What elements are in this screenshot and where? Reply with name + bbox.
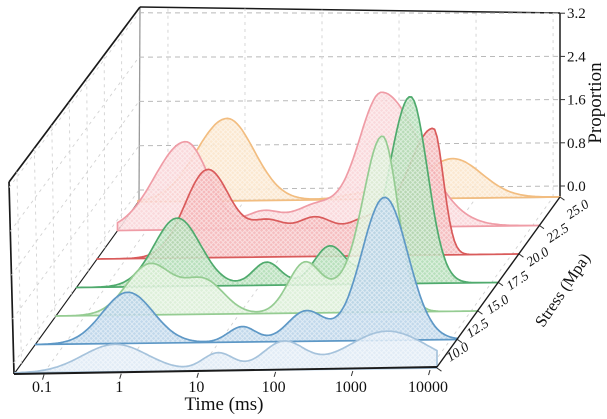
- leftwall-gridline-proportion: [11, 101, 140, 276]
- x-tick-label: 1: [115, 379, 123, 396]
- x-tick-label: 10: [188, 379, 204, 396]
- ridge-hatch: [138, 118, 560, 202]
- wall-gridline-proportion: [138, 142, 561, 147]
- axes-frame: [13, 196, 561, 375]
- stress-tick-label: 20.0: [523, 244, 551, 270]
- leftwall-gridline-depth: [68, 101, 72, 295]
- leftwall-gridline-depth: [33, 148, 39, 341]
- x-tick-label: 1000: [335, 379, 367, 396]
- proportion-tick-label: 0.8: [567, 136, 586, 152]
- ridge-hatch: [35, 197, 458, 345]
- stress-tick-mark: [539, 225, 545, 230]
- x-tick-mark: [196, 372, 199, 378]
- ridge-hatch: [15, 331, 437, 373]
- proportion-tick-label: 2.4: [567, 49, 586, 65]
- proportion-tick-label: 0.0: [567, 179, 586, 195]
- x-tick-label: 0.1: [32, 379, 52, 396]
- wall-gridline-proportion: [138, 55, 561, 58]
- leftwall-gridline-proportion: [8, 12, 140, 188]
- leftwall-front-edge: [8, 181, 15, 375]
- x-tick-mark: [42, 374, 45, 380]
- leftwall-gridline-depth: [86, 78, 89, 272]
- stress-tick-mark: [559, 196, 565, 201]
- z-axis-title: Proportion: [585, 62, 606, 144]
- proportion-tick-label: 3.2: [567, 6, 586, 22]
- ridge-line: [75, 96, 500, 289]
- stress-tick-label: 25.0: [563, 196, 591, 222]
- time-axis-line: [13, 366, 438, 375]
- x-tick-mark: [428, 369, 431, 376]
- stress-tick-label: 17.5: [503, 268, 531, 294]
- leftwall-gridline-depth: [51, 124, 56, 318]
- wall-gridline-proportion: [138, 99, 561, 102]
- stress-tick-label: 12.5: [463, 315, 491, 341]
- x-tick-mark: [119, 373, 122, 379]
- backwall-top-edge: [139, 6, 561, 14]
- stress-tick-mark: [457, 339, 463, 344]
- x-tick-mark: [350, 370, 354, 377]
- leftwall-gridline-depth: [103, 54, 106, 249]
- leftwall-top-edge: [8, 6, 141, 183]
- stress-tick-label: 15.0: [483, 291, 511, 317]
- x-tick-label: 100: [262, 379, 286, 396]
- stress-tick-mark: [477, 310, 483, 315]
- ridge-series-10.0: [14, 330, 438, 374]
- leftwall-gridline-proportion: [12, 145, 140, 320]
- backwall-left-edge: [138, 6, 141, 202]
- leftwall-gridline-proportion: [9, 56, 140, 232]
- x-tick-label: 10000: [408, 379, 448, 396]
- x-tick-mark: [273, 371, 277, 378]
- proportion-tick-label: 1.6: [567, 93, 586, 109]
- ridge-line: [116, 91, 541, 232]
- stress-tick-mark: [498, 282, 504, 287]
- ridge-series-12.5: [34, 196, 459, 346]
- leftwall-gridline-proportion: [13, 189, 140, 364]
- stress-tick-mark: [518, 253, 524, 258]
- ridge-line: [14, 330, 438, 374]
- x-axis-title: Time (ms): [184, 394, 263, 415]
- ridge-line: [34, 196, 459, 346]
- stress-tick-mark: [436, 367, 442, 372]
- ridge-series-group: [14, 91, 561, 374]
- stress-tick-label: 22.5: [543, 220, 571, 246]
- stress-axis-line: [436, 196, 561, 368]
